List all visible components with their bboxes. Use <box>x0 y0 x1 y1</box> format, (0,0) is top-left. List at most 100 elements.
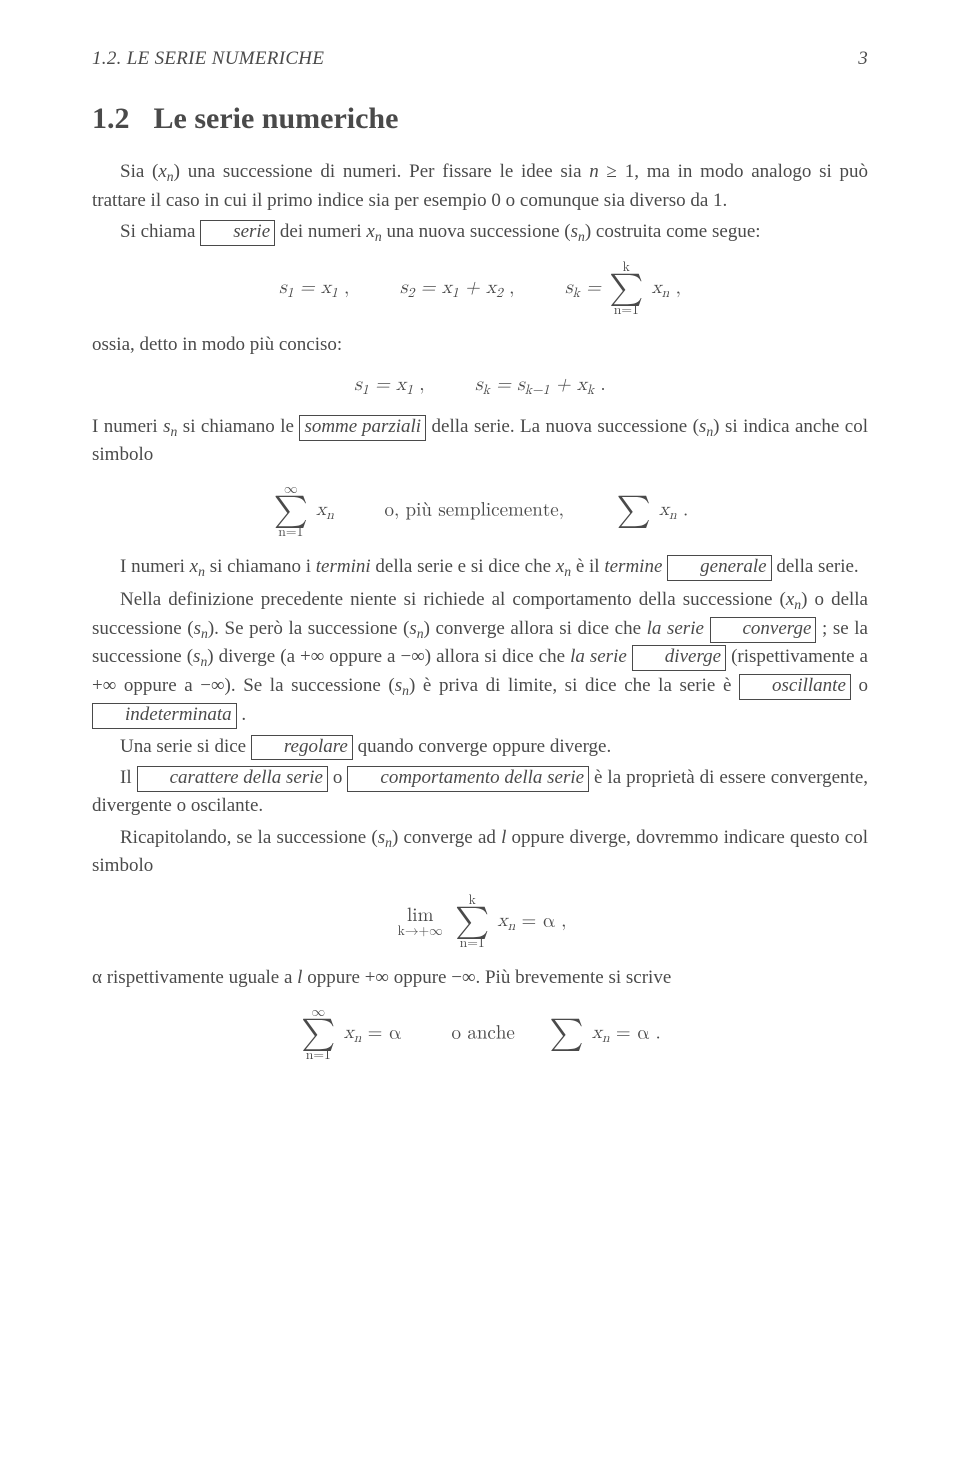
text: Si chiama <box>120 221 200 242</box>
text: della serie e si dice che <box>371 556 556 577</box>
km1: k−1 <box>525 383 550 397</box>
dot: . <box>677 500 689 519</box>
plus: + x <box>459 278 496 297</box>
text: Ricapitolando, se la successione ( <box>120 827 378 848</box>
bot: n=1 <box>274 526 308 540</box>
paragraph-1: Sia (xn) una successione di numeri. Per … <box>92 158 868 214</box>
n: n <box>578 229 585 244</box>
paragraph-8: Il carattere della serie o comportamento… <box>92 764 868 819</box>
n: n <box>385 834 392 849</box>
x: x <box>190 556 198 577</box>
n: n <box>602 1031 610 1045</box>
sn: sn <box>194 618 208 639</box>
n: n <box>417 626 424 641</box>
sum-icon: ∑ <box>274 497 308 526</box>
one: 1 <box>406 383 413 397</box>
la-serie: la serie <box>647 618 710 639</box>
boxed-comportamento: comportamento della serie <box>347 766 589 792</box>
equation-5: ∞ ∑ n=1 xn = α o anche ∑ xn = α . <box>92 1006 868 1062</box>
eq-alpha: = α , <box>515 911 566 930</box>
two: 2 <box>496 286 503 300</box>
paragraph-2: Si chiama serie dei numeri xn una nuova … <box>92 218 868 247</box>
text: o, più semplicemente, <box>384 500 564 519</box>
text: o <box>328 767 347 788</box>
section-title: Le serie numeriche <box>154 102 399 135</box>
sn: sn <box>193 646 207 667</box>
eq: = x <box>414 278 451 297</box>
equation-1: s1 = x1 , s2 = x1 + x2 , sk = k ∑ n=1 xn… <box>92 261 868 317</box>
sum-icon: k ∑ n=1 <box>609 261 643 317</box>
x: x <box>158 161 166 182</box>
equation-4: lim k→+∞ k ∑ n=1 xn = α , <box>92 894 868 950</box>
sn: sn <box>699 416 713 437</box>
s: s <box>354 375 362 394</box>
paragraph-6: Nella definizione precedente niente si r… <box>92 586 868 728</box>
sn: sn <box>395 675 409 696</box>
text: ). Se però la successione ( <box>208 618 409 639</box>
sum-icon: k ∑ n=1 <box>455 894 489 950</box>
sum-icon: ∑ <box>609 275 643 304</box>
x: x <box>498 911 508 930</box>
lim: lim <box>398 906 443 925</box>
n: n <box>201 626 208 641</box>
s: s <box>378 827 385 848</box>
text: o <box>851 675 868 696</box>
text: si chiamano i <box>205 556 316 577</box>
sum-icon: ∞ ∑ n=1 <box>301 1006 335 1062</box>
n: n <box>402 683 409 698</box>
s: s <box>279 278 287 297</box>
n: n <box>326 508 334 522</box>
comma: , <box>338 278 350 297</box>
sum-icon: ∑ <box>455 908 489 937</box>
xn: xn <box>366 221 381 242</box>
comma: , <box>669 278 681 297</box>
n: n <box>589 161 599 182</box>
x: x <box>556 556 564 577</box>
text: I numeri <box>92 416 163 437</box>
running-header: 1.2. LE SERIE NUMERICHE 3 <box>92 48 868 70</box>
text: Il <box>120 767 137 788</box>
eq: = x <box>369 375 406 394</box>
paragraph-3: ossia, detto in modo più conciso: <box>92 331 868 359</box>
paragraph-9: Ricapitolando, se la successione (sn) co… <box>92 824 868 880</box>
boxed-regolare: regolare <box>251 735 353 761</box>
s: s <box>475 375 483 394</box>
header-page-number: 3 <box>858 48 868 70</box>
boxed-diverge: diverge <box>632 645 726 671</box>
bot: n=1 <box>301 1049 335 1063</box>
text: Sia ( <box>120 161 158 182</box>
x: x <box>652 278 662 297</box>
text: una nuova successione ( <box>382 221 571 242</box>
text: dei numeri <box>275 221 366 242</box>
s: s <box>194 618 201 639</box>
boxed-generale: generale <box>667 555 771 581</box>
text: della serie. La nuova successione ( <box>426 416 699 437</box>
k: k <box>483 383 490 397</box>
eq: = s <box>490 375 525 394</box>
boxed-somme-parziali: somme parziali <box>299 415 426 441</box>
boxed-oscillante: oscillante <box>739 674 851 700</box>
eq: = <box>580 278 607 297</box>
one: 1 <box>452 286 459 300</box>
termini: termini <box>316 556 371 577</box>
boxed-serie: serie <box>200 220 275 246</box>
plus: + x <box>549 375 586 394</box>
section-heading: 1.2Le serie numeriche <box>92 102 868 136</box>
bot <box>549 1049 583 1063</box>
sn: sn <box>409 618 423 639</box>
text: ) diverge (a +∞ oppure a −∞) allora si d… <box>207 646 570 667</box>
x: x <box>366 221 374 242</box>
text: oppure +∞ oppure −∞. Più brevemente si s… <box>302 967 671 988</box>
boxed-carattere: carattere della serie <box>137 766 328 792</box>
text: Una serie si dice <box>120 736 251 757</box>
bot <box>617 526 651 540</box>
k: k <box>573 286 580 300</box>
n: n <box>375 229 382 244</box>
text: quando converge oppure diverge. <box>353 736 611 757</box>
xn: xn <box>190 556 205 577</box>
sum-icon: ∑ <box>617 483 651 539</box>
text: o anche <box>452 1023 515 1042</box>
paragraph-5: I numeri xn si chiamano i termini della … <box>92 553 868 582</box>
sum-icon: ∑ <box>301 1020 335 1049</box>
x: x <box>659 500 669 519</box>
